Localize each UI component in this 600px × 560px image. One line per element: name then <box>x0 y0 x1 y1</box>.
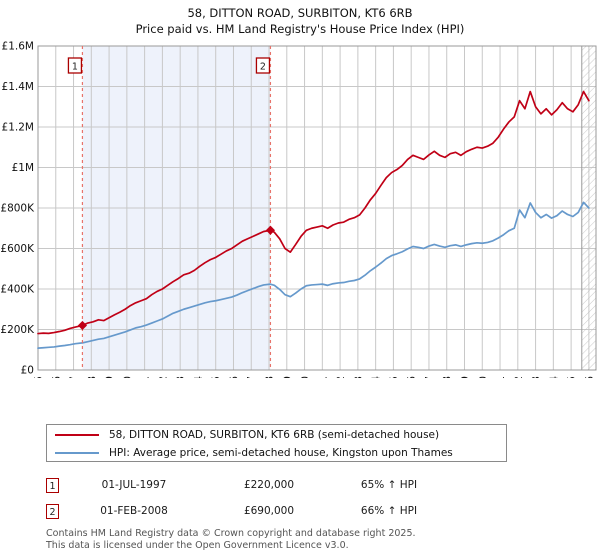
ytick-label: £800K <box>0 203 35 215</box>
xtick-label: 2018 <box>442 376 454 378</box>
annotation-badge-1[interactable] <box>67 57 83 74</box>
xtick-label: 2007 <box>246 376 258 378</box>
legend-label-hpi: HPI: Average price, semi-detached house,… <box>109 447 453 459</box>
xtick-label: 2008 <box>264 376 276 378</box>
txn-badge-2: 2 <box>46 503 59 519</box>
ytick-label: £400K <box>0 284 35 296</box>
title-line-2: Price paid vs. HM Land Registry's House … <box>135 22 465 36</box>
xtick-label: 2025 <box>566 376 578 378</box>
ytick-label: £1M <box>12 162 34 174</box>
legend-item-hpi: HPI: Average price, semi-detached house,… <box>47 444 506 462</box>
legend-label-price-paid: 58, DITTON ROAD, SURBITON, KT6 6RB (semi… <box>109 429 440 441</box>
page-title: 58, DITTON ROAD, SURBITON, KT6 6RB Price… <box>0 0 600 37</box>
chart-plot-area: £0 £200K £400K £600K £800K £1M £1.2M £1.4M £1.6M… <box>0 38 600 378</box>
annotation-badge-2[interactable] <box>255 57 271 74</box>
series-line-price-paid <box>37 90 590 335</box>
xtick-label: 2010 <box>300 376 312 378</box>
transactions-table: 1 01-JUL-1997 £220,000 65% ↑ HPI 2 01-FE… <box>46 472 516 524</box>
xtick-label: 1995 <box>33 376 45 378</box>
xtick-label: 2003 <box>175 376 187 378</box>
plot-frame <box>37 45 597 371</box>
xtick-label: 2021 <box>495 376 507 378</box>
legend-swatch-hpi <box>55 452 99 454</box>
xtick-label: 2009 <box>282 376 294 378</box>
txn-price-2: £690,000 <box>243 505 295 517</box>
xtick-label: 2022 <box>513 376 525 378</box>
ytick-label: £1.6M <box>2 41 34 53</box>
xtick-label: 1998 <box>86 376 98 378</box>
annotation-badge-label-2: 2 <box>260 62 266 73</box>
footer-line-2: This data is licensed under the Open Gov… <box>46 539 349 551</box>
title-line-1: 58, DITTON ROAD, SURBITON, KT6 6RB <box>187 6 413 20</box>
xtick-label: 2011 <box>317 376 329 378</box>
xtick-label: 1996 <box>51 376 63 378</box>
xtick-label: 2026 <box>584 376 596 378</box>
chart-legend: 58, DITTON ROAD, SURBITON, KT6 6RB (semi… <box>46 424 507 462</box>
txn-badge-1: 1 <box>46 477 59 493</box>
price-history-chart: £0 £200K £400K £600K £800K £1M £1.2M £1.4M £1.6M… <box>0 41 597 378</box>
legend-item-price-paid: 58, DITTON ROAD, SURBITON, KT6 6RB (semi… <box>47 426 506 444</box>
xtick-label: 1997 <box>69 376 81 378</box>
xtick-label: 2015 <box>388 376 400 378</box>
xtick-label: 2020 <box>477 376 489 378</box>
xtick-label: 2013 <box>353 376 365 378</box>
copyright-footer: Contains HM Land Registry data © Crown c… <box>46 528 576 551</box>
xtick-label: 2024 <box>548 376 560 378</box>
txn-price-1: £220,000 <box>243 479 295 491</box>
ytick-label: £0 <box>21 365 34 377</box>
xtick-label: 2017 <box>424 376 436 378</box>
legend-swatch-price-paid <box>55 434 99 436</box>
table-row: 2 01-FEB-2008 £690,000 66% ↑ HPI <box>46 498 516 524</box>
series-line-hpi <box>37 201 590 349</box>
xtick-label: 2001 <box>140 376 152 378</box>
xtick-label: 2023 <box>531 376 543 378</box>
xtick-label: 2014 <box>371 376 383 378</box>
annotation-badge-label-1: 1 <box>72 62 78 73</box>
transaction-point-1[interactable] <box>77 320 88 331</box>
xtick-label: 2012 <box>335 376 347 378</box>
transaction-point-2[interactable] <box>265 225 276 235</box>
txn-date-1: 01-JUL-1997 <box>101 479 167 491</box>
xtick-label: 2019 <box>459 376 471 378</box>
txn-hpi-2: 66% ↑ HPI <box>360 505 418 517</box>
xtick-label: 2002 <box>157 376 169 378</box>
txn-hpi-1: 65% ↑ HPI <box>360 479 418 491</box>
xtick-label: 2005 <box>211 376 223 378</box>
table-row: 1 01-JUL-1997 £220,000 65% ↑ HPI <box>46 472 516 498</box>
txn-date-2: 01-FEB-2008 <box>100 505 168 517</box>
xtick-label: 2000 <box>122 376 134 378</box>
ytick-label: £600K <box>0 243 35 255</box>
xtick-label: 2006 <box>228 376 240 378</box>
footer-line-1: Contains HM Land Registry data © Crown c… <box>46 528 416 539</box>
ytick-label: £1.4M <box>2 81 34 93</box>
ytick-label: £1.2M <box>2 122 34 134</box>
ytick-label: £200K <box>0 324 35 336</box>
xtick-label: 1999 <box>104 376 116 378</box>
xtick-label: 2016 <box>406 376 418 378</box>
xtick-label: 2004 <box>193 376 205 378</box>
